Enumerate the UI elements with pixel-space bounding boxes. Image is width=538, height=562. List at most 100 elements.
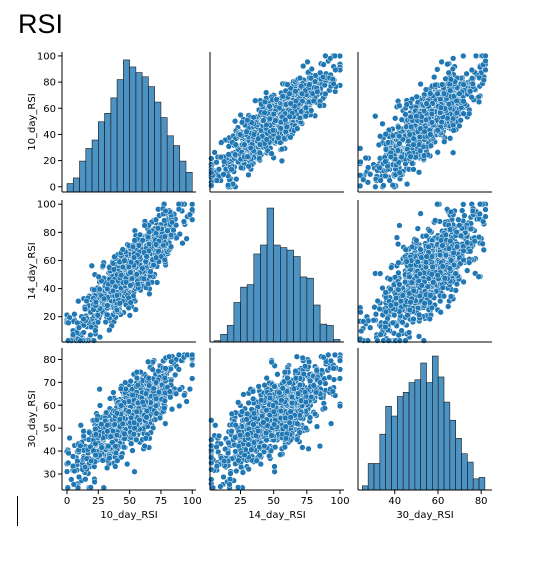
scatter-point xyxy=(416,270,424,278)
scatter-point xyxy=(103,464,111,472)
scatter-point xyxy=(247,144,254,152)
scatter-point xyxy=(65,319,72,326)
scatter-point xyxy=(445,303,452,310)
scatter-point xyxy=(153,410,160,417)
scatter-point xyxy=(283,123,290,131)
histogram-bar xyxy=(79,160,87,193)
scatter-point xyxy=(121,257,128,264)
scatter-point xyxy=(428,271,435,278)
scatter-point xyxy=(393,234,401,241)
histogram-bar xyxy=(179,160,187,193)
histogram-bar xyxy=(326,325,334,343)
scatter-point xyxy=(469,80,476,88)
scatter-point xyxy=(277,125,284,132)
scatter-point xyxy=(245,171,252,179)
scatter-point xyxy=(434,272,441,279)
scatter-point xyxy=(403,101,410,108)
scatter-point xyxy=(437,104,445,111)
scatter-point xyxy=(382,308,390,315)
scatter-point xyxy=(83,297,90,305)
scatter-point xyxy=(475,273,482,280)
scatter-point xyxy=(225,151,232,158)
scatter-point xyxy=(431,73,438,81)
scatter-point xyxy=(149,366,156,373)
scatter-point xyxy=(450,249,457,257)
scatter-point xyxy=(127,299,134,306)
scatter-point xyxy=(395,259,402,266)
scatter-point xyxy=(218,139,225,146)
scatter-point xyxy=(69,331,77,338)
scatter-point xyxy=(241,141,248,148)
scatter-point xyxy=(77,442,84,449)
scatter-point xyxy=(450,122,457,129)
scatter-point xyxy=(316,102,324,109)
scatter-point xyxy=(145,358,152,365)
scatter-point xyxy=(447,237,454,245)
scatter-point xyxy=(480,246,487,254)
scatter-point xyxy=(113,306,121,314)
scatter-point xyxy=(385,337,392,344)
scatter-point xyxy=(175,206,183,213)
scatter-point xyxy=(452,270,459,277)
scatter-point xyxy=(440,293,448,300)
scatter-point xyxy=(453,109,461,116)
scatter-point xyxy=(467,88,474,95)
scatter-point xyxy=(132,306,139,313)
scatter-point xyxy=(332,66,339,74)
scatter-point xyxy=(256,149,263,156)
scatter-point xyxy=(377,177,384,184)
y-tick-label: 80 xyxy=(43,228,56,239)
y-tick-label: 40 xyxy=(43,284,56,295)
scatter-point xyxy=(439,81,446,88)
y-axis-label: 14_day_RSI xyxy=(27,242,38,299)
scatter-point xyxy=(266,103,273,110)
y-tick-label: 100 xyxy=(37,51,56,62)
scatter-point xyxy=(232,141,239,148)
scatter-point xyxy=(426,299,433,306)
y-tick-label: 60 xyxy=(43,104,56,115)
scatter-point xyxy=(287,134,294,141)
scatter-point xyxy=(475,98,483,106)
scatter-point xyxy=(162,420,169,427)
histogram-bar xyxy=(240,286,248,343)
scatter-point xyxy=(268,150,275,157)
scatter-point xyxy=(418,254,425,261)
scatter-point xyxy=(161,397,168,404)
panel-14_day_RSI-vs-10_day_RSI xyxy=(58,200,196,344)
scatter-point xyxy=(410,141,417,148)
scatter-point xyxy=(119,246,126,253)
scatter-point xyxy=(413,113,420,120)
scatter-point xyxy=(91,478,98,486)
scatter-point xyxy=(168,219,176,226)
scatter-point xyxy=(386,276,394,283)
scatter-point xyxy=(237,111,244,119)
scatter-point xyxy=(441,275,448,282)
scatter-point xyxy=(233,175,240,183)
scatter-point xyxy=(232,151,239,158)
scatter-point xyxy=(65,449,72,457)
scatter-point xyxy=(130,254,138,261)
scatter-point xyxy=(442,231,449,238)
scatter-point xyxy=(155,248,162,255)
scatter-point xyxy=(425,243,432,250)
scatter-point xyxy=(152,241,160,248)
scatter-point xyxy=(90,337,98,344)
scatter-point xyxy=(152,395,160,402)
scatter-point xyxy=(94,312,101,319)
scatter-point xyxy=(269,127,277,134)
histogram-bar xyxy=(319,323,328,343)
scatter-point xyxy=(460,81,467,88)
y-tick-label: 20 xyxy=(43,312,56,323)
scatter-point xyxy=(176,230,183,238)
scatter-point xyxy=(417,246,424,253)
y-tick-label: 100 xyxy=(37,200,56,211)
scatter-point xyxy=(375,141,383,149)
scatter-point xyxy=(429,263,436,271)
scatter-point xyxy=(476,201,484,208)
scatter-point xyxy=(453,280,461,288)
scatter-point xyxy=(135,242,143,249)
scatter-point xyxy=(322,90,329,98)
scatter-point xyxy=(456,122,463,130)
scatter-point xyxy=(65,337,72,344)
scatter-point xyxy=(220,171,227,178)
